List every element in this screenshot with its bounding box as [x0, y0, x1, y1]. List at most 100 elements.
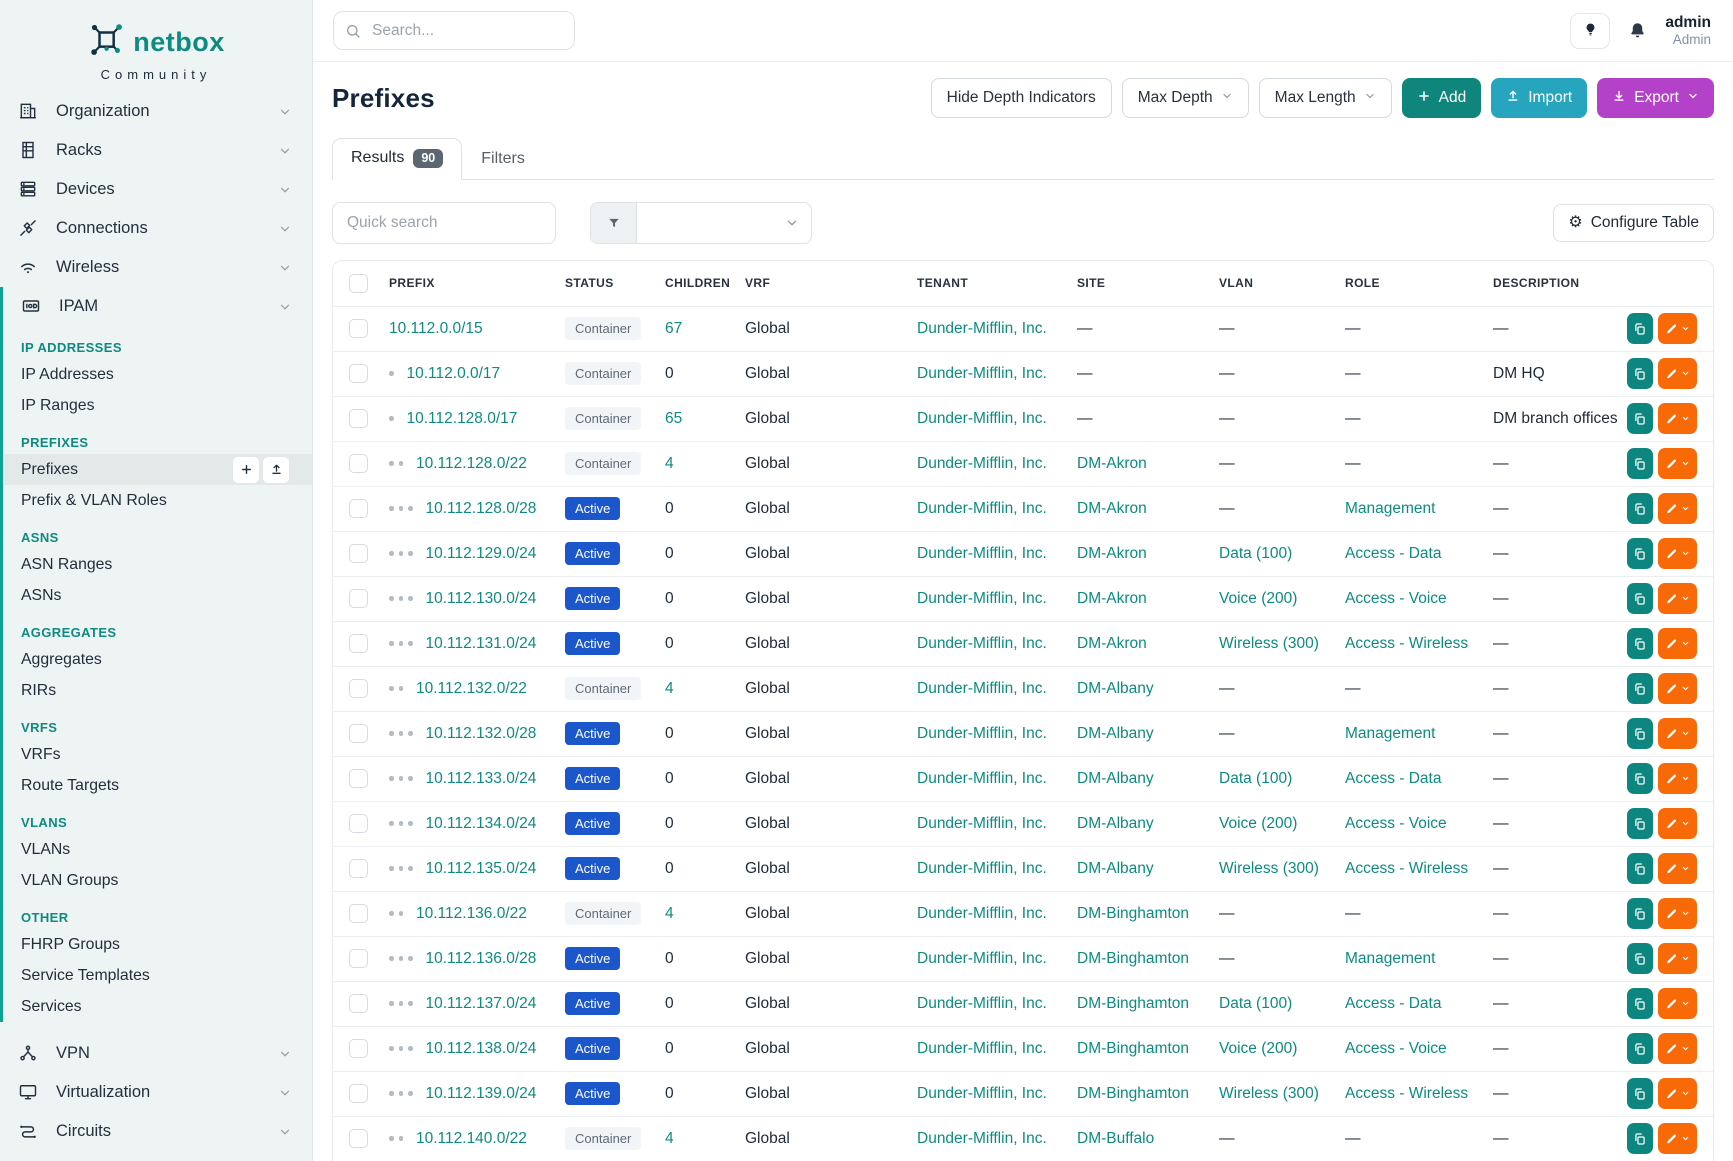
clone-button[interactable] [1627, 673, 1653, 704]
sidebar-item-ip-ranges[interactable]: IP Ranges [3, 390, 312, 421]
clone-button[interactable] [1627, 718, 1653, 749]
sidebar-item-organization[interactable]: Organization [0, 92, 312, 131]
vlan-link[interactable]: Voice (200) [1219, 589, 1298, 607]
clone-button[interactable] [1627, 538, 1653, 569]
site-link[interactable]: DM-Albany [1077, 724, 1154, 742]
role-link[interactable]: Access - Voice [1345, 814, 1447, 832]
vlan-link[interactable]: Wireless (300) [1219, 859, 1319, 877]
column-header-status[interactable]: STATUS [565, 276, 614, 290]
sidebar-item-fhrp-groups[interactable]: FHRP Groups [3, 929, 312, 960]
clone-button[interactable] [1627, 898, 1653, 929]
site-link[interactable]: DM-Akron [1077, 454, 1147, 472]
row-checkbox[interactable] [349, 769, 368, 788]
edit-button[interactable] [1657, 628, 1697, 659]
role-link[interactable]: Access - Wireless [1345, 859, 1469, 877]
row-checkbox[interactable] [349, 1129, 368, 1148]
row-checkbox[interactable] [349, 319, 368, 338]
tenant-link[interactable]: Dunder-Mifflin, Inc. [917, 814, 1047, 832]
edit-button[interactable] [1657, 313, 1697, 344]
column-header-vlan[interactable]: VLAN [1219, 276, 1254, 290]
vlan-link[interactable]: Voice (200) [1219, 1039, 1298, 1057]
sidebar-item-wireless[interactable]: Wireless [0, 248, 312, 287]
row-checkbox[interactable] [349, 409, 368, 428]
max-depth-dropdown[interactable]: Max Depth [1121, 78, 1249, 118]
tenant-link[interactable]: Dunder-Mifflin, Inc. [917, 769, 1047, 787]
edit-button[interactable] [1657, 718, 1697, 749]
sidebar-item-asns[interactable]: ASNs [3, 580, 312, 611]
tenant-link[interactable]: Dunder-Mifflin, Inc. [917, 409, 1047, 427]
prefix-link[interactable]: 10.112.135.0/24 [425, 859, 537, 877]
clone-button[interactable] [1627, 493, 1653, 524]
role-link[interactable]: Management [1345, 724, 1436, 742]
column-header-site[interactable]: SITE [1077, 276, 1106, 290]
vlan-link[interactable]: Data (100) [1219, 544, 1293, 562]
role-link[interactable]: Access - Data [1345, 544, 1442, 562]
configure-table-button[interactable]: ⚙ Configure Table [1553, 203, 1714, 242]
row-checkbox[interactable] [349, 634, 368, 653]
row-checkbox[interactable] [349, 994, 368, 1013]
global-search-input[interactable] [333, 11, 575, 50]
site-link[interactable]: DM-Buffalo [1077, 1129, 1155, 1147]
site-link[interactable]: DM-Akron [1077, 544, 1147, 562]
max-length-dropdown[interactable]: Max Length [1258, 78, 1392, 118]
clone-button[interactable] [1627, 358, 1653, 389]
column-header-children[interactable]: CHILDREN [665, 276, 731, 290]
prefix-link[interactable]: 10.112.137.0/24 [425, 994, 537, 1012]
edit-button[interactable] [1657, 763, 1697, 794]
sidebar-item-virtualization[interactable]: Virtualization [0, 1073, 312, 1112]
tenant-link[interactable]: Dunder-Mifflin, Inc. [917, 724, 1047, 742]
select-all-checkbox[interactable] [349, 273, 368, 293]
sidebar-item-vrfs[interactable]: VRFs [3, 739, 312, 770]
prefix-link[interactable]: 10.112.0.0/15 [389, 319, 483, 337]
prefix-link[interactable]: 10.112.136.0/28 [425, 949, 537, 967]
site-link[interactable]: DM-Binghamton [1077, 904, 1189, 922]
prefix-link[interactable]: 10.112.128.0/22 [416, 454, 527, 472]
edit-button[interactable] [1657, 1123, 1697, 1154]
edit-button[interactable] [1657, 538, 1697, 569]
edit-button[interactable] [1657, 583, 1697, 614]
row-checkbox[interactable] [349, 364, 368, 383]
edit-button[interactable] [1657, 853, 1697, 884]
filter-select-control[interactable] [637, 203, 811, 243]
clone-button[interactable] [1627, 448, 1653, 479]
site-link[interactable]: DM-Albany [1077, 859, 1154, 877]
sidebar-item-ipam[interactable]: IPAM [3, 287, 312, 326]
add-prefix-button[interactable] [232, 455, 260, 484]
sidebar-item-devices[interactable]: Devices [0, 170, 312, 209]
hide-depth-indicators-button[interactable]: Hide Depth Indicators [930, 78, 1112, 118]
column-header-role[interactable]: ROLE [1345, 276, 1380, 290]
clone-button[interactable] [1627, 628, 1653, 659]
site-link[interactable]: DM-Binghamton [1077, 949, 1189, 967]
edit-button[interactable] [1657, 1078, 1697, 1109]
role-link[interactable]: Access - Data [1345, 769, 1442, 787]
row-checkbox[interactable] [349, 814, 368, 833]
tenant-link[interactable]: Dunder-Mifflin, Inc. [917, 994, 1047, 1012]
row-checkbox[interactable] [349, 499, 368, 518]
clone-button[interactable] [1627, 988, 1653, 1019]
prefix-link[interactable]: 10.112.134.0/24 [425, 814, 537, 832]
sidebar-item-route-targets[interactable]: Route Targets [3, 770, 312, 801]
sidebar-item-racks[interactable]: Racks [0, 131, 312, 170]
vlan-link[interactable]: Wireless (300) [1219, 1084, 1319, 1102]
tenant-link[interactable]: Dunder-Mifflin, Inc. [917, 904, 1047, 922]
prefix-link[interactable]: 10.112.136.0/22 [416, 904, 527, 922]
site-link[interactable]: DM-Albany [1077, 769, 1154, 787]
children-count-link[interactable]: 65 [665, 409, 683, 427]
clone-button[interactable] [1627, 403, 1653, 434]
children-count-link[interactable]: 67 [665, 319, 683, 337]
edit-button[interactable] [1657, 808, 1697, 839]
sidebar-item-vpn[interactable]: VPN [0, 1034, 312, 1073]
sidebar-item-vlan-groups[interactable]: VLAN Groups [3, 865, 312, 896]
row-checkbox[interactable] [349, 904, 368, 923]
prefix-link[interactable]: 10.112.140.0/22 [416, 1129, 527, 1147]
role-link[interactable]: Management [1345, 499, 1436, 517]
sidebar-item-prefixes[interactable]: Prefixes [3, 454, 312, 485]
prefix-link[interactable]: 10.112.132.0/22 [416, 679, 527, 697]
tenant-link[interactable]: Dunder-Mifflin, Inc. [917, 634, 1047, 652]
clone-button[interactable] [1627, 853, 1653, 884]
prefix-link[interactable]: 10.112.138.0/24 [425, 1039, 537, 1057]
vlan-link[interactable]: Voice (200) [1219, 814, 1298, 832]
prefix-link[interactable]: 10.112.129.0/24 [425, 544, 537, 562]
row-checkbox[interactable] [349, 859, 368, 878]
children-count-link[interactable]: 4 [665, 454, 674, 472]
